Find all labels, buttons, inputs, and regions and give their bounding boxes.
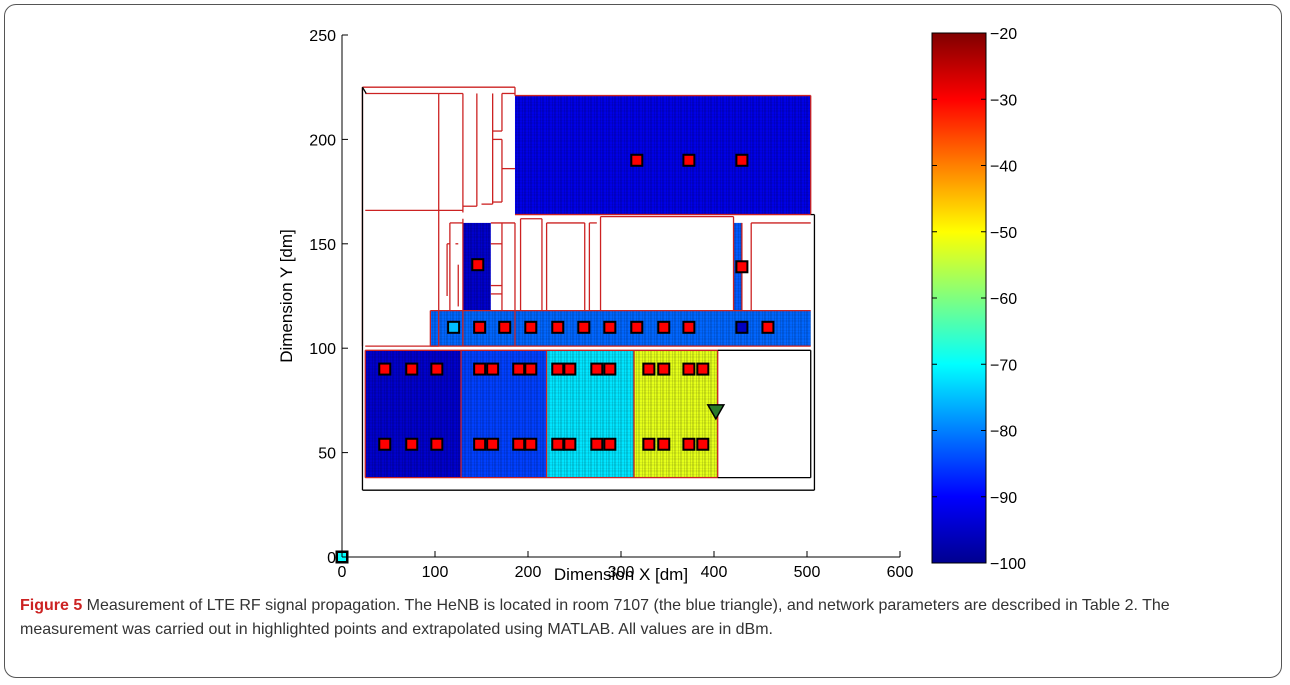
colorbar-tick-label: −90 — [990, 490, 1017, 507]
measurement-point — [698, 439, 708, 449]
measurement-point — [632, 155, 642, 165]
measurement-point — [737, 155, 747, 165]
heatmap-grid-room-top-right — [514, 95, 811, 215]
measurement-point — [565, 364, 575, 374]
measurement-point — [698, 364, 708, 374]
measurement-point — [475, 439, 485, 449]
heatmap-regions — [365, 95, 811, 478]
measurement-point — [684, 439, 694, 449]
x-axis-label: Dimension X [dm] — [554, 565, 688, 584]
y-axis-label: Dimension Y [dm] — [277, 229, 296, 363]
y-tick-label: 50 — [318, 446, 336, 463]
measurement-point — [432, 439, 442, 449]
x-tick-label: 400 — [701, 564, 728, 581]
y-tick-label: 150 — [309, 237, 336, 254]
colorbar-scale — [931, 32, 987, 564]
measurement-point — [592, 439, 602, 449]
propagation-chart: 0 100 200 300 400 500 600 0 50 100 150 200 250 Dimen… — [277, 26, 1026, 584]
measurement-point — [565, 439, 575, 449]
measurement-point — [644, 439, 654, 449]
x-tick-label: 100 — [422, 564, 449, 581]
measurement-point — [632, 322, 642, 332]
measurement-point — [500, 322, 510, 332]
measurement-point — [514, 364, 524, 374]
henb-triangle-icon — [706, 404, 726, 421]
measurement-point — [659, 439, 669, 449]
measurement-point — [553, 322, 563, 332]
measurement-point — [526, 364, 536, 374]
measurement-point — [488, 364, 498, 374]
measurement-points — [335, 153, 775, 564]
measurement-point — [407, 439, 417, 449]
measurement-point — [526, 439, 536, 449]
colorbar: −20 −30 −40 −50 −60 −70 −80 −90 −100 — [931, 26, 1026, 573]
colorbar-tick-label: −100 — [990, 556, 1026, 573]
y-tick-label: 0 — [327, 550, 336, 567]
colorbar-tick-label: −20 — [990, 26, 1017, 43]
colorbar-tick-label: −70 — [990, 357, 1017, 374]
measurement-point — [605, 364, 615, 374]
measurement-point — [579, 322, 589, 332]
colorbar-tick-label: −60 — [990, 291, 1017, 308]
measurement-point — [380, 439, 390, 449]
figure-label: Figure 5 — [20, 597, 83, 614]
x-tick-label: 600 — [887, 564, 914, 581]
measurement-point — [737, 322, 747, 332]
y-tick-label: 250 — [309, 28, 336, 45]
measurement-point — [473, 260, 483, 270]
colorbar-tick-label: −40 — [990, 159, 1017, 176]
x-tick-label: 500 — [794, 564, 821, 581]
measurement-point — [605, 322, 615, 332]
measurement-point — [407, 364, 417, 374]
measurement-point — [380, 364, 390, 374]
building-outline — [361, 86, 367, 94]
colorbar-ticks: −20 −30 −40 −50 −60 −70 −80 −90 −100 — [932, 26, 1026, 573]
measurement-point — [763, 322, 773, 332]
colorbar-tick-label: −50 — [990, 225, 1017, 242]
x-tick-label: 0 — [338, 564, 347, 581]
measurement-point — [432, 364, 442, 374]
measurement-point — [644, 364, 654, 374]
figure-caption: Figure 5 Measurement of LTE RF signal pr… — [20, 594, 1270, 642]
x-tick-label: 200 — [515, 564, 542, 581]
colorbar-tick-label: −30 — [990, 92, 1017, 109]
measurement-point — [475, 364, 485, 374]
measurement-point — [592, 364, 602, 374]
measurement-point — [526, 322, 536, 332]
measurement-point — [684, 155, 694, 165]
measurement-point — [684, 322, 694, 332]
measurement-point — [488, 439, 498, 449]
measurement-point — [659, 322, 669, 332]
measurement-point — [605, 439, 615, 449]
measurement-point — [553, 364, 563, 374]
colorbar-tick-label: −80 — [990, 424, 1017, 441]
y-tick-label: 100 — [309, 341, 336, 358]
x-tick-label: 300 — [608, 564, 635, 581]
heatmap-grid-corridor-horizontal — [430, 310, 811, 347]
measurement-point — [553, 439, 563, 449]
caption-text: Measurement of LTE RF signal propagation… — [20, 597, 1170, 638]
measurement-point — [514, 439, 524, 449]
measurement-point — [659, 364, 669, 374]
axes: 0 100 200 300 400 500 600 0 50 100 150 200 250 — [309, 28, 913, 581]
measurement-point — [475, 322, 485, 332]
measurement-point — [684, 364, 694, 374]
measurement-point — [737, 262, 747, 272]
measurement-point — [449, 322, 459, 332]
y-tick-label: 200 — [309, 132, 336, 149]
